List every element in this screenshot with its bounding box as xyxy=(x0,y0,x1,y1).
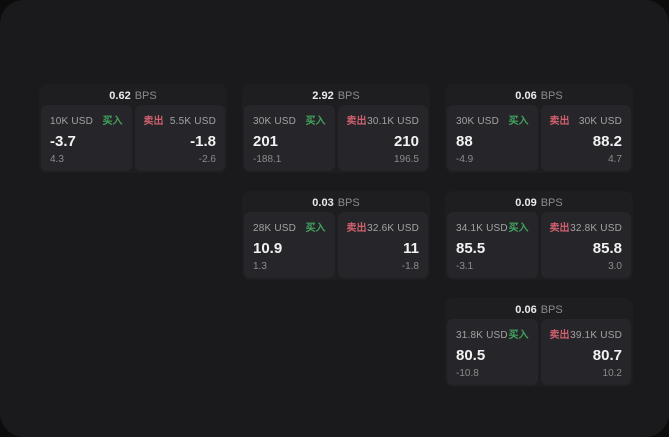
buy-panel[interactable]: 30K USD 买入 201 -188.1 xyxy=(244,105,335,171)
card-header: 0.03 BPS xyxy=(242,191,430,211)
sell-side-label: 卖出 xyxy=(346,223,367,234)
buy-panel[interactable]: 34.1K USD 买入 85.5 -3.1 xyxy=(447,212,538,278)
buy-amount: 28K USD xyxy=(253,223,297,234)
quote-card-4[interactable]: 0.03 BPS 28K USD 买入 10.9 1.3 卖出 32.6K US… xyxy=(242,191,430,280)
quote-card-1[interactable]: 0.62 BPS 10K USD 买入 -3.7 4.3 卖出 5.5K USD… xyxy=(39,84,227,173)
buy-amount: 10K USD xyxy=(50,116,94,127)
sell-amount: 32.8K USD xyxy=(570,223,622,234)
sell-amount: 30.1K USD xyxy=(367,116,419,127)
card-header: 0.06 BPS xyxy=(445,84,633,104)
sell-price: 80.7 xyxy=(592,347,622,364)
sell-side-label: 卖出 xyxy=(549,330,570,341)
buy-secondary-value: 4.3 xyxy=(50,154,64,165)
bps-unit-label: BPS xyxy=(337,196,360,209)
sell-price: 11 xyxy=(403,240,419,257)
buy-side-label: 买入 xyxy=(508,116,529,127)
sell-side-label: 卖出 xyxy=(143,116,164,127)
sell-secondary-value: 3.0 xyxy=(608,261,622,272)
quote-card-6[interactable]: 0.06 BPS 31.8K USD 买入 80.5 -10.8 卖出 39.1… xyxy=(445,298,633,387)
buy-amount: 30K USD xyxy=(456,116,500,127)
sell-secondary-value: 4.7 xyxy=(608,154,622,165)
sell-amount: 32.6K USD xyxy=(367,223,419,234)
sell-side-label: 卖出 xyxy=(549,223,570,234)
bps-unit-label: BPS xyxy=(134,89,157,102)
quote-panels: 30K USD 买入 201 -188.1 卖出 30.1K USD 210 1… xyxy=(242,104,430,173)
sell-price: 88.2 xyxy=(592,133,622,150)
quote-panels: 31.8K USD 买入 80.5 -10.8 卖出 39.1K USD 80.… xyxy=(445,318,633,387)
sell-panel[interactable]: 卖出 30K USD 88.2 4.7 xyxy=(540,105,631,171)
card-header: 0.09 BPS xyxy=(445,191,633,211)
card-header: 0.06 BPS xyxy=(445,298,633,318)
buy-side-label: 买入 xyxy=(508,223,529,234)
bps-unit-label: BPS xyxy=(540,303,563,316)
sell-panel[interactable]: 卖出 32.8K USD 85.8 3.0 xyxy=(540,212,631,278)
sell-price: 85.8 xyxy=(592,240,622,257)
sell-secondary-value: 10.2 xyxy=(602,368,622,379)
buy-amount: 30K USD xyxy=(253,116,297,127)
sell-panel[interactable]: 卖出 39.1K USD 80.7 10.2 xyxy=(540,319,631,385)
bps-value: 0.06 xyxy=(515,89,537,102)
quote-card-5[interactable]: 0.09 BPS 34.1K USD 买入 85.5 -3.1 卖出 32.8K… xyxy=(445,191,633,280)
quote-panels: 34.1K USD 买入 85.5 -3.1 卖出 32.8K USD 85.8… xyxy=(445,211,633,280)
buy-side-label: 买入 xyxy=(305,223,326,234)
card-header: 0.62 BPS xyxy=(39,84,227,104)
buy-secondary-value: -10.8 xyxy=(456,368,479,379)
buy-side-label: 买入 xyxy=(102,116,123,127)
sell-secondary-value: -2.6 xyxy=(198,154,216,165)
buy-amount: 31.8K USD xyxy=(456,330,508,341)
buy-price: 10.9 xyxy=(253,240,283,257)
quote-panels: 30K USD 买入 88 -4.9 卖出 30K USD 88.2 4.7 xyxy=(445,104,633,173)
quote-card-3[interactable]: 0.06 BPS 30K USD 买入 88 -4.9 卖出 30K USD 8… xyxy=(445,84,633,173)
bps-unit-label: BPS xyxy=(540,89,563,102)
bps-unit-label: BPS xyxy=(540,196,563,209)
quote-panels: 28K USD 买入 10.9 1.3 卖出 32.6K USD 11 -1.8 xyxy=(242,211,430,280)
buy-secondary-value: -4.9 xyxy=(456,154,474,165)
buy-panel[interactable]: 10K USD 买入 -3.7 4.3 xyxy=(41,105,132,171)
sell-price: -1.8 xyxy=(190,133,216,150)
bps-value: 0.03 xyxy=(312,196,334,209)
buy-panel[interactable]: 28K USD 买入 10.9 1.3 xyxy=(244,212,335,278)
buy-side-label: 买入 xyxy=(305,116,326,127)
sell-panel[interactable]: 卖出 30.1K USD 210 196.5 xyxy=(337,105,428,171)
buy-side-label: 买入 xyxy=(508,330,529,341)
sell-panel[interactable]: 卖出 5.5K USD -1.8 -2.6 xyxy=(134,105,225,171)
card-header: 2.92 BPS xyxy=(242,84,430,104)
sell-side-label: 卖出 xyxy=(346,116,367,127)
buy-panel[interactable]: 31.8K USD 买入 80.5 -10.8 xyxy=(447,319,538,385)
sell-secondary-value: -1.8 xyxy=(401,261,419,272)
sell-amount: 39.1K USD xyxy=(570,330,622,341)
buy-price: 88 xyxy=(456,133,473,150)
sell-secondary-value: 196.5 xyxy=(393,154,419,165)
quote-card-2[interactable]: 2.92 BPS 30K USD 买入 201 -188.1 卖出 30.1K … xyxy=(242,84,430,173)
sell-panel[interactable]: 卖出 32.6K USD 11 -1.8 xyxy=(337,212,428,278)
buy-price: 85.5 xyxy=(456,240,486,257)
buy-secondary-value: 1.3 xyxy=(253,261,267,272)
buy-price: -3.7 xyxy=(50,133,76,150)
quote-panels: 10K USD 买入 -3.7 4.3 卖出 5.5K USD -1.8 -2.… xyxy=(39,104,227,173)
bps-value: 0.62 xyxy=(109,89,131,102)
sell-price: 210 xyxy=(393,133,419,150)
buy-amount: 34.1K USD xyxy=(456,223,508,234)
bps-unit-label: BPS xyxy=(337,89,360,102)
buy-secondary-value: -188.1 xyxy=(253,154,282,165)
sell-amount: 5.5K USD xyxy=(169,116,216,127)
sell-side-label: 卖出 xyxy=(549,116,570,127)
buy-price: 80.5 xyxy=(456,347,486,364)
buy-panel[interactable]: 30K USD 买入 88 -4.9 xyxy=(447,105,538,171)
buy-secondary-value: -3.1 xyxy=(456,261,474,272)
buy-price: 201 xyxy=(253,133,279,150)
sell-amount: 30K USD xyxy=(578,116,622,127)
bps-value: 2.92 xyxy=(312,89,334,102)
bps-value: 0.09 xyxy=(515,196,537,209)
bps-value: 0.06 xyxy=(515,303,537,316)
